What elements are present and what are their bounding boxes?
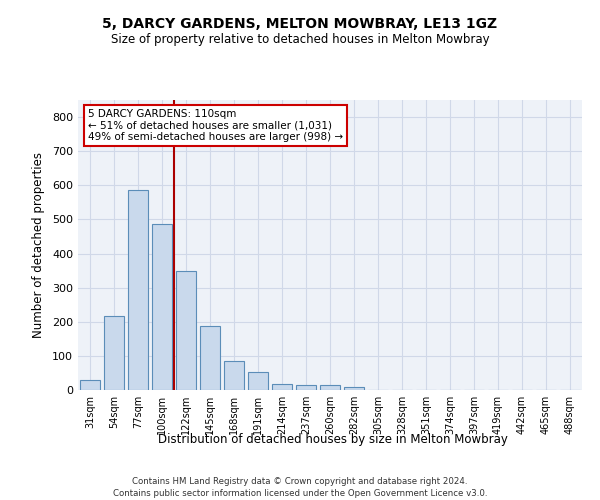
- Bar: [296, 385, 316, 390]
- Text: Contains public sector information licensed under the Open Government Licence v3: Contains public sector information licen…: [113, 489, 487, 498]
- Text: Contains HM Land Registry data © Crown copyright and database right 2024.: Contains HM Land Registry data © Crown c…: [132, 478, 468, 486]
- Y-axis label: Number of detached properties: Number of detached properties: [32, 152, 45, 338]
- Bar: [224, 361, 244, 390]
- Text: Distribution of detached houses by size in Melton Mowbray: Distribution of detached houses by size …: [158, 432, 508, 446]
- Bar: [272, 384, 292, 390]
- Bar: [176, 270, 196, 390]
- Text: 5 DARCY GARDENS: 110sqm
← 51% of detached houses are smaller (1,031)
49% of semi: 5 DARCY GARDENS: 110sqm ← 51% of detache…: [88, 108, 343, 142]
- Bar: [80, 380, 100, 390]
- Bar: [152, 224, 172, 390]
- Bar: [200, 326, 220, 390]
- Bar: [128, 190, 148, 390]
- Text: Size of property relative to detached houses in Melton Mowbray: Size of property relative to detached ho…: [110, 32, 490, 46]
- Bar: [248, 372, 268, 390]
- Bar: [104, 316, 124, 390]
- Text: 5, DARCY GARDENS, MELTON MOWBRAY, LE13 1GZ: 5, DARCY GARDENS, MELTON MOWBRAY, LE13 1…: [103, 18, 497, 32]
- Bar: [344, 388, 364, 390]
- Bar: [320, 385, 340, 390]
